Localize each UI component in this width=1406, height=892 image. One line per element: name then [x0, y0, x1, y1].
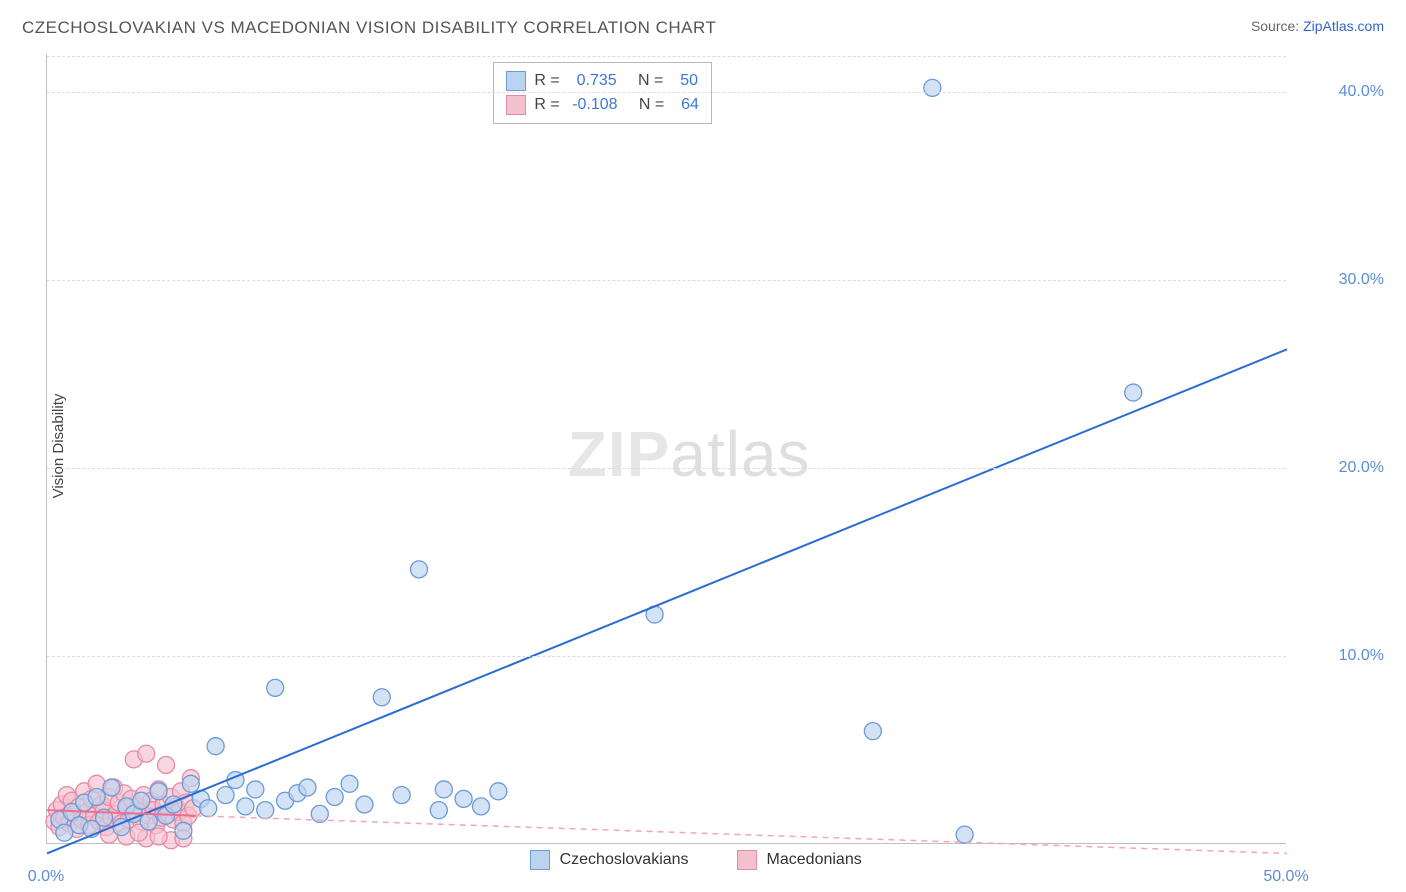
y-tick-label: 10.0% [1339, 647, 1384, 665]
stat-r-label: R = [534, 69, 564, 93]
stats-row: R = -0.108 N = 64 [506, 93, 699, 117]
stat-n-label: N = [625, 69, 668, 93]
x-tick-label: 50.0% [1263, 868, 1308, 886]
gridline [47, 280, 1286, 281]
legend-swatch [737, 850, 757, 870]
legend-swatch [506, 95, 526, 115]
legend-label: Macedonians [767, 851, 862, 869]
legend-swatch [506, 71, 526, 91]
stat-n-value: 50 [676, 69, 698, 93]
gridline [47, 656, 1286, 657]
y-tick-label: 20.0% [1339, 459, 1384, 477]
gridline [47, 56, 1286, 57]
plot-area: ZIPatlas R = 0.735 N = 50R = -0.108 N = … [46, 54, 1286, 844]
legend-label: Czechoslovakians [560, 851, 689, 869]
y-tick-label: 40.0% [1339, 83, 1384, 101]
x-tick-label: 0.0% [28, 868, 64, 886]
legend-bottom: Czechoslovakians Macedonians [530, 850, 862, 870]
stat-r-label: R = [534, 93, 564, 117]
gridline [47, 92, 1286, 93]
stats-row: R = 0.735 N = 50 [506, 69, 699, 93]
source-prefix: Source: [1251, 18, 1303, 34]
stat-n-value: 64 [677, 93, 699, 117]
source-value: ZipAtlas.com [1303, 18, 1384, 34]
legend-item: Czechoslovakians [530, 850, 689, 870]
stat-r-value: 0.735 [572, 69, 616, 93]
legend-item: Macedonians [737, 850, 862, 870]
stat-n-label: N = [626, 93, 669, 117]
gridline [47, 468, 1286, 469]
legend-swatch [530, 850, 550, 870]
stat-r-value: -0.108 [572, 93, 617, 117]
source-label: Source: ZipAtlas.com [1251, 18, 1384, 34]
chart-svg [47, 54, 1286, 843]
chart-title: CZECHOSLOVAKIAN VS MACEDONIAN VISION DIS… [22, 18, 716, 38]
y-tick-label: 30.0% [1339, 271, 1384, 289]
stats-box: R = 0.735 N = 50R = -0.108 N = 64 [493, 62, 712, 124]
